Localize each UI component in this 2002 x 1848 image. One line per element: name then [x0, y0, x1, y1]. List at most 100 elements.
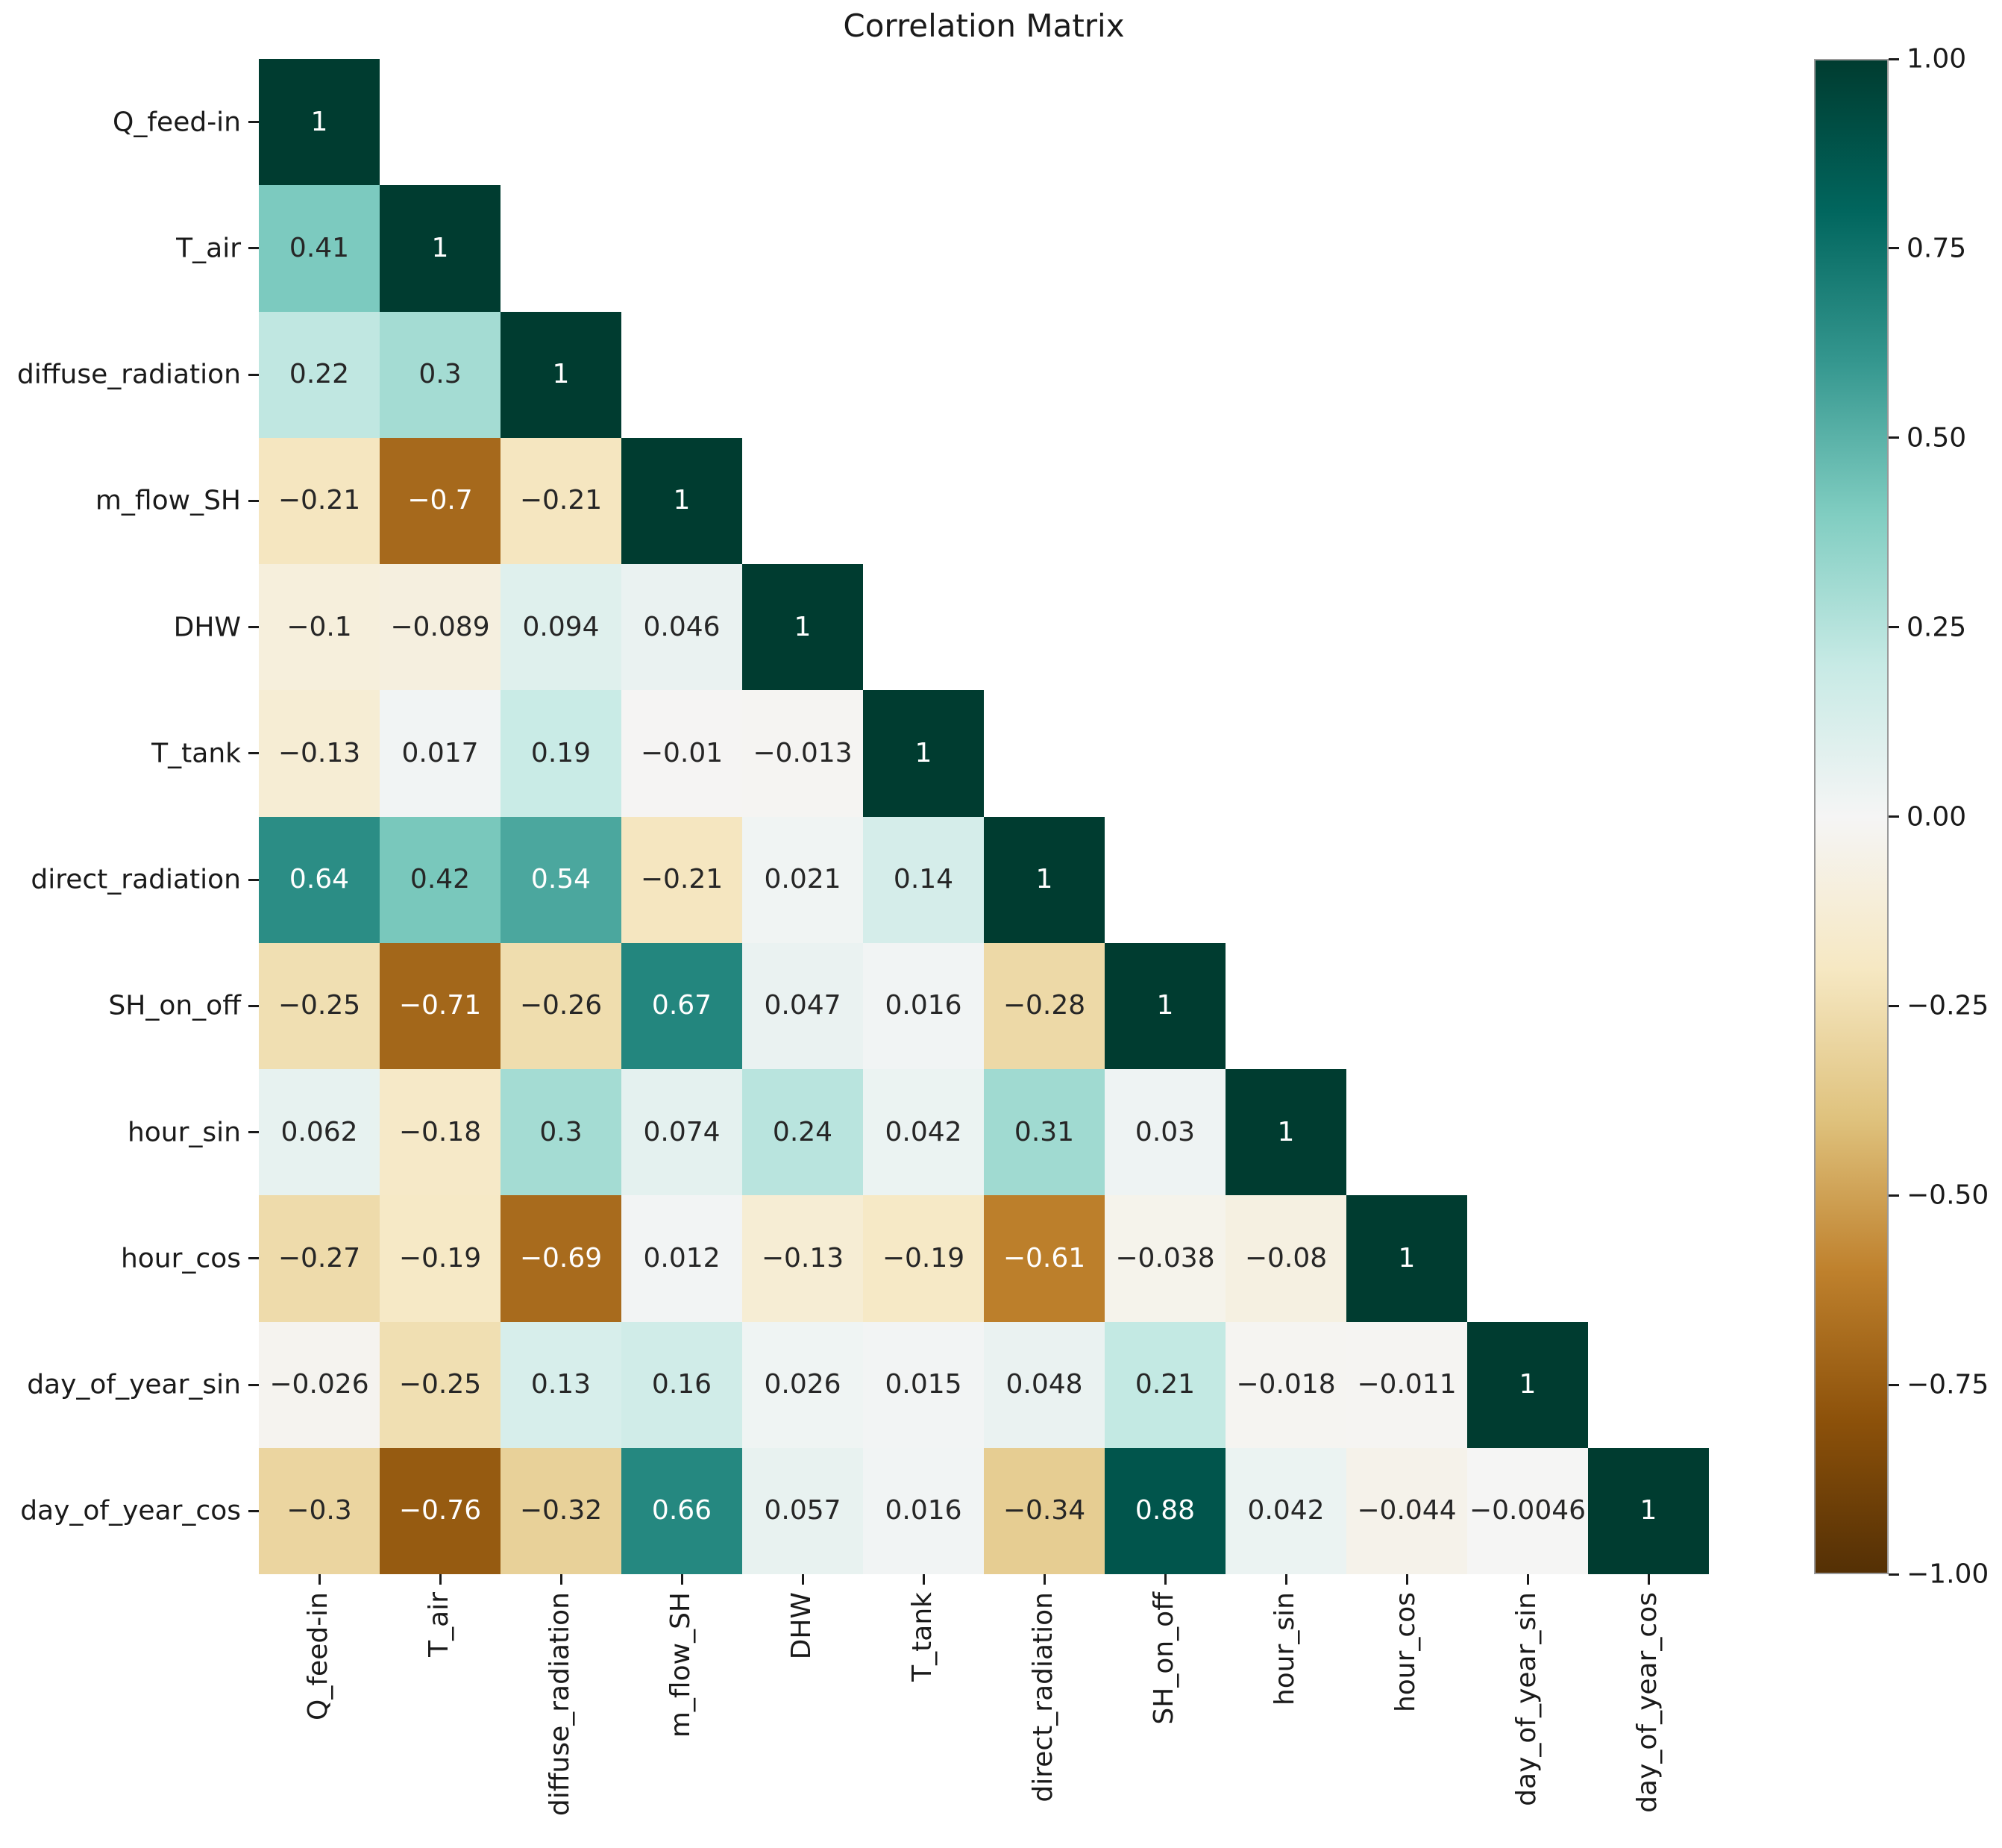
cell-value: 0.3 [418, 359, 462, 390]
cell-value: −0.1 [286, 611, 352, 642]
y-tick-mark [248, 752, 259, 755]
heatmap-cell-day_of_year_sin-x-T_air: −0.25 [380, 1321, 501, 1448]
colorbar-tick-mark [1889, 1194, 1899, 1197]
x-tick-mark [1284, 1574, 1287, 1585]
cell-value: −0.71 [398, 990, 482, 1021]
chart-title: Correlation Matrix [843, 7, 1125, 44]
cell-value: 0.66 [651, 1495, 712, 1526]
heatmap-cell-hour_cos-x-m_flow_SH: 0.012 [621, 1195, 742, 1322]
y-tick-label-T_air: T_air [176, 233, 241, 264]
cell-value: 1 [1519, 1369, 1537, 1400]
y-tick-label-hour_cos: hour_cos [120, 1243, 241, 1274]
heatmap-cell-day_of_year_cos-x-day_of_year_cos: 1 [1588, 1447, 1709, 1574]
y-tick-mark [248, 1004, 259, 1007]
cell-value: 0.67 [651, 990, 712, 1021]
cell-value: 1 [794, 611, 812, 642]
cell-value: −0.19 [882, 1242, 965, 1274]
heatmap-cell-DHW-x-DHW: 1 [742, 564, 863, 691]
x-tick-mark [922, 1574, 925, 1585]
cell-value: 0.64 [289, 864, 350, 895]
colorbar-tick-label-−1.00: −1.00 [1907, 1559, 1989, 1590]
cell-value: −0.21 [640, 864, 724, 895]
cell-value: −0.01 [640, 737, 724, 768]
heatmap-cell-T_air-x-Q_feed-in: 0.41 [259, 185, 380, 312]
cell-value: −0.21 [277, 485, 361, 516]
cell-value: 0.057 [764, 1495, 841, 1526]
heatmap-cell-day_of_year_cos-x-DHW: 0.057 [742, 1447, 863, 1574]
heatmap-cell-day_of_year_sin-x-diffuse_radiation: 0.13 [501, 1321, 621, 1448]
heatmap-cell-day_of_year_cos-x-m_flow_SH: 0.66 [621, 1447, 742, 1574]
heatmap-cell-day_of_year_sin-x-Q_feed-in: −0.026 [259, 1321, 380, 1448]
heatmap-cell-day_of_year_cos-x-day_of_year_sin: −0.0046 [1467, 1447, 1588, 1574]
y-tick-label-direct_radiation: direct_radiation [31, 864, 241, 895]
cell-value: −0.21 [519, 485, 603, 516]
cell-value: 0.048 [1005, 1369, 1083, 1400]
cell-value: 0.03 [1135, 1116, 1196, 1147]
colorbar-tick-label-−0.50: −0.50 [1907, 1180, 1989, 1211]
heatmap-cell-hour_sin-x-DHW: 0.24 [742, 1069, 863, 1196]
heatmap-cell-day_of_year_sin-x-direct_radiation: 0.048 [984, 1321, 1105, 1448]
cell-value: 1 [673, 485, 691, 516]
heatmap-cell-hour_sin-x-SH_on_off: 0.03 [1105, 1069, 1226, 1196]
heatmap-cell-SH_on_off-x-m_flow_SH: 0.67 [621, 942, 742, 1069]
heatmap-cell-T_tank-x-Q_feed-in: −0.13 [259, 690, 380, 817]
heatmap-cell-day_of_year_sin-x-SH_on_off: 0.21 [1105, 1321, 1226, 1448]
heatmap-cell-hour_cos-x-T_tank: −0.19 [863, 1195, 984, 1322]
heatmap-cell-DHW-x-m_flow_SH: 0.046 [621, 564, 742, 691]
cell-value: 1 [1398, 1242, 1416, 1274]
heatmap-cell-hour_sin-x-direct_radiation: 0.31 [984, 1069, 1105, 1196]
cell-value: 0.54 [530, 864, 592, 895]
heatmap-cell-diffuse_radiation-x-Q_feed-in: 0.22 [259, 311, 380, 438]
cell-value: 1 [1277, 1116, 1295, 1147]
heatmap-cell-hour_cos-x-hour_sin: −0.08 [1226, 1195, 1346, 1322]
cell-value: 0.016 [885, 990, 962, 1021]
heatmap-cell-T_tank-x-diffuse_radiation: 0.19 [501, 690, 621, 817]
cell-value: −0.18 [398, 1116, 482, 1147]
cell-value: 0.14 [893, 864, 954, 895]
colorbar-tick-mark [1889, 626, 1899, 629]
heatmap-cell-hour_sin-x-Q_feed-in: 0.062 [259, 1069, 380, 1196]
y-tick-mark [248, 499, 259, 502]
heatmap-cell-hour_cos-x-T_air: −0.19 [380, 1195, 501, 1322]
heatmap-cell-m_flow_SH-x-m_flow_SH: 1 [621, 437, 742, 564]
heatmap-cell-direct_radiation-x-direct_radiation: 1 [984, 816, 1105, 943]
heatmap-cell-day_of_year_sin-x-m_flow_SH: 0.16 [621, 1321, 742, 1448]
cell-value: 0.026 [764, 1369, 841, 1400]
x-tick-label-m_flow_SH: m_flow_SH [665, 1592, 696, 1738]
cell-value: 0.094 [522, 611, 600, 642]
y-tick-mark [248, 626, 259, 629]
y-tick-mark [248, 1131, 259, 1134]
cell-value: 0.017 [401, 737, 479, 768]
cell-value: 1 [1156, 990, 1174, 1021]
heatmap-cell-day_of_year_sin-x-hour_sin: −0.018 [1226, 1321, 1346, 1448]
x-tick-mark [1647, 1574, 1650, 1585]
colorbar-tick-label-0.25: 0.25 [1907, 612, 1967, 643]
colorbar-tick-label-−0.75: −0.75 [1907, 1369, 1989, 1400]
heatmap-cell-DHW-x-Q_feed-in: −0.1 [259, 564, 380, 691]
colorbar-gradient [1814, 59, 1889, 1574]
cell-value: 0.22 [289, 359, 350, 390]
cell-value: 1 [431, 232, 449, 263]
heatmap-cell-SH_on_off-x-diffuse_radiation: −0.26 [501, 942, 621, 1069]
cell-value: −0.34 [1002, 1495, 1086, 1526]
heatmap-cell-SH_on_off-x-DHW: 0.047 [742, 942, 863, 1069]
cell-value: 0.046 [643, 611, 721, 642]
heatmap-cell-diffuse_radiation-x-T_air: 0.3 [380, 311, 501, 438]
heatmap-cell-m_flow_SH-x-Q_feed-in: −0.21 [259, 437, 380, 564]
cell-value: −0.044 [1357, 1495, 1457, 1526]
cell-value: −0.19 [398, 1242, 482, 1274]
cell-value: 0.074 [643, 1116, 721, 1147]
heatmap-cell-day_of_year_cos-x-hour_cos: −0.044 [1346, 1447, 1467, 1574]
cell-value: 0.24 [772, 1116, 833, 1147]
heatmap-cell-hour_cos-x-direct_radiation: −0.61 [984, 1195, 1105, 1322]
cell-value: −0.25 [398, 1369, 482, 1400]
cell-value: 0.42 [410, 864, 471, 895]
heatmap-cell-T_tank-x-m_flow_SH: −0.01 [621, 690, 742, 817]
cell-value: −0.69 [519, 1242, 603, 1274]
x-tick-mark [318, 1574, 321, 1585]
y-tick-mark [248, 1509, 259, 1512]
x-tick-mark [680, 1574, 683, 1585]
cell-value: −0.13 [761, 1242, 844, 1274]
y-tick-label-DHW: DHW [173, 612, 241, 643]
